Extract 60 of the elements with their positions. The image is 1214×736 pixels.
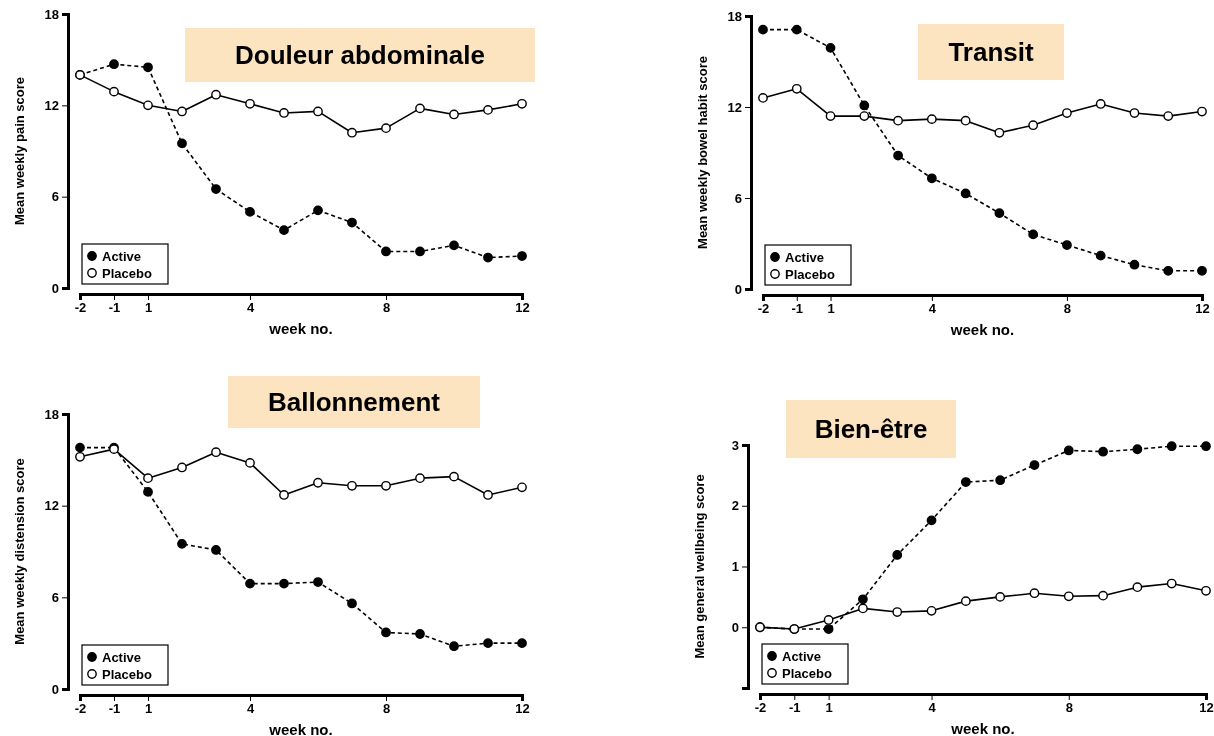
- y-tick-label: 6: [51, 589, 59, 605]
- y-tick-label: 0: [51, 681, 59, 697]
- x-tick-label: -2: [757, 301, 770, 317]
- x-axis-title: week no.: [268, 320, 333, 337]
- legend-label: Placebo: [785, 267, 835, 282]
- y-axis-title: Mean weekly bowel habit score: [695, 56, 710, 249]
- x-tick-label: -1: [108, 701, 121, 717]
- x-tick-label: 4: [928, 700, 937, 716]
- y-tick-label: 18: [44, 6, 59, 22]
- y-axis-title: Mean general wellbeing score: [692, 474, 707, 659]
- x-tick-label: -2: [754, 700, 767, 716]
- text: Transit: [948, 37, 1034, 67]
- x-tick-label: 12: [1199, 700, 1214, 716]
- y-tick-label: 12: [44, 97, 59, 113]
- y-tick-label: 12: [44, 498, 59, 514]
- y-axis-title: Mean weekly distension score: [12, 458, 27, 645]
- text: Douleur abdominale: [235, 40, 485, 70]
- x-tick-label: 8: [382, 701, 391, 717]
- legend-label: Placebo: [102, 266, 152, 281]
- x-tick-label: -2: [74, 701, 87, 717]
- x-axis-title: week no.: [949, 321, 1015, 338]
- x-tick-label: -1: [791, 301, 804, 317]
- y-tick-label: 1: [731, 559, 739, 575]
- y-tick-label: 0: [734, 281, 742, 297]
- chart-title: Bien-être: [814, 414, 928, 444]
- legend-label: Placebo: [782, 666, 832, 681]
- legend-label: Active: [782, 649, 822, 664]
- x-tick-label: 1: [144, 701, 153, 717]
- legend-label: Active: [102, 650, 142, 665]
- x-tick-label: 1: [144, 300, 153, 316]
- legend-label: Active: [102, 249, 142, 264]
- y-axis-title: Mean weekly pain score: [12, 76, 27, 226]
- x-tick-label: 8: [382, 300, 391, 316]
- x-tick-label: 8: [1065, 700, 1073, 716]
- y-tick-label: 6: [51, 189, 59, 205]
- legend-label: Active: [785, 250, 825, 265]
- x-tick-label: 12: [515, 701, 530, 717]
- y-tick-label: 18: [727, 8, 742, 24]
- legend-label: Placebo: [102, 667, 152, 682]
- y-tick-label: 3: [731, 437, 739, 453]
- y-tick-label: 0: [731, 619, 739, 635]
- x-axis-title: week no.: [950, 720, 1015, 736]
- x-tick-label: 1: [827, 301, 835, 317]
- y-tick-label: 12: [727, 99, 742, 115]
- x-tick-label: 4: [928, 301, 937, 317]
- x-tick-label: 1: [825, 700, 833, 716]
- y-tick-label: 6: [734, 190, 742, 206]
- x-axis-title: week no.: [268, 721, 333, 736]
- x-tick-label: 8: [1063, 301, 1072, 317]
- x-tick-label: -2: [74, 300, 87, 316]
- x-tick-label: 12: [515, 300, 530, 316]
- x-tick-label: 4: [246, 300, 255, 316]
- x-tick-label: 12: [1195, 301, 1210, 317]
- x-tick-label: 4: [246, 701, 255, 717]
- y-tick-label: 18: [44, 406, 59, 422]
- x-tick-label: -1: [789, 700, 801, 716]
- y-tick-label: 0: [51, 280, 59, 296]
- chart-title: Ballonnement: [268, 387, 441, 417]
- y-tick-label: 2: [731, 498, 739, 514]
- x-tick-label: -1: [108, 300, 121, 316]
